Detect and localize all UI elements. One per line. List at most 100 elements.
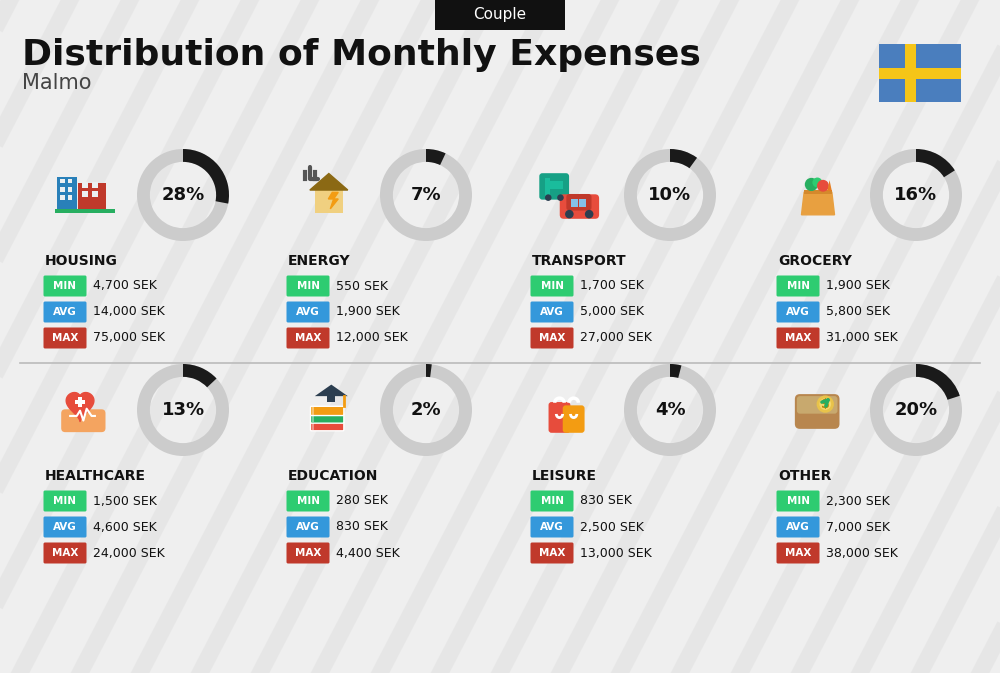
Text: AVG: AVG: [296, 522, 320, 532]
FancyBboxPatch shape: [287, 328, 330, 349]
Wedge shape: [183, 149, 229, 204]
FancyBboxPatch shape: [44, 542, 87, 563]
Text: HOUSING: HOUSING: [45, 254, 118, 268]
Text: Couple: Couple: [473, 7, 527, 22]
Text: 27,000 SEK: 27,000 SEK: [580, 332, 652, 345]
FancyBboxPatch shape: [44, 328, 87, 349]
Bar: [78, 398, 82, 407]
Polygon shape: [315, 384, 348, 396]
Wedge shape: [426, 364, 432, 377]
Text: MIN: MIN: [540, 281, 564, 291]
Bar: [57, 177, 77, 213]
Text: TRANSPORT: TRANSPORT: [532, 254, 627, 268]
Text: EDUCATION: EDUCATION: [288, 469, 378, 483]
Text: 4,600 SEK: 4,600 SEK: [93, 520, 157, 534]
Bar: [804, 190, 832, 194]
Wedge shape: [624, 364, 716, 456]
Text: 1,900 SEK: 1,900 SEK: [826, 279, 890, 293]
Text: AVG: AVG: [786, 522, 810, 532]
FancyBboxPatch shape: [566, 194, 592, 211]
FancyBboxPatch shape: [44, 491, 87, 511]
Bar: [82, 190, 88, 197]
FancyBboxPatch shape: [44, 302, 87, 322]
Text: HEALTHCARE: HEALTHCARE: [45, 469, 146, 483]
Text: MAX: MAX: [52, 333, 78, 343]
Polygon shape: [802, 192, 834, 215]
FancyBboxPatch shape: [795, 394, 840, 429]
Bar: [60, 195, 65, 200]
Circle shape: [545, 194, 552, 201]
Text: 1,500 SEK: 1,500 SEK: [93, 495, 157, 507]
FancyBboxPatch shape: [287, 491, 330, 511]
Bar: [78, 184, 106, 213]
Text: 24,000 SEK: 24,000 SEK: [93, 546, 165, 559]
Text: AVG: AVG: [53, 522, 77, 532]
Text: 4,400 SEK: 4,400 SEK: [336, 546, 400, 559]
FancyBboxPatch shape: [530, 302, 574, 322]
Text: MAX: MAX: [539, 548, 565, 558]
Text: 5,000 SEK: 5,000 SEK: [580, 306, 644, 318]
Circle shape: [557, 194, 564, 201]
FancyBboxPatch shape: [310, 406, 344, 415]
Polygon shape: [827, 180, 832, 191]
Text: 12,000 SEK: 12,000 SEK: [336, 332, 408, 345]
Bar: [315, 190, 343, 213]
Bar: [82, 182, 88, 188]
Text: 10%: 10%: [648, 186, 692, 204]
Text: MAX: MAX: [539, 333, 565, 343]
Wedge shape: [670, 364, 681, 378]
Circle shape: [818, 397, 833, 411]
Text: Distribution of Monthly Expenses: Distribution of Monthly Expenses: [22, 38, 701, 72]
FancyBboxPatch shape: [560, 194, 599, 219]
Text: 13%: 13%: [161, 401, 205, 419]
FancyBboxPatch shape: [776, 275, 820, 297]
Text: 28%: 28%: [161, 186, 205, 204]
FancyBboxPatch shape: [310, 414, 344, 423]
Bar: [68, 179, 72, 184]
FancyBboxPatch shape: [287, 542, 330, 563]
Bar: [879, 67, 961, 79]
FancyBboxPatch shape: [435, 0, 565, 30]
Text: MIN: MIN: [54, 496, 76, 506]
FancyBboxPatch shape: [549, 402, 570, 433]
Text: MIN: MIN: [296, 496, 320, 506]
Bar: [68, 187, 72, 192]
Wedge shape: [137, 149, 229, 241]
Text: LEISURE: LEISURE: [532, 469, 597, 483]
FancyBboxPatch shape: [44, 516, 87, 538]
Wedge shape: [137, 364, 229, 456]
Text: 5,800 SEK: 5,800 SEK: [826, 306, 890, 318]
Wedge shape: [870, 149, 962, 241]
Text: AVG: AVG: [540, 307, 564, 317]
FancyBboxPatch shape: [287, 275, 330, 297]
FancyBboxPatch shape: [530, 275, 574, 297]
FancyBboxPatch shape: [797, 396, 838, 414]
Bar: [327, 395, 335, 402]
Text: 2,300 SEK: 2,300 SEK: [826, 495, 890, 507]
Text: 4%: 4%: [655, 401, 685, 419]
Bar: [312, 423, 314, 430]
Wedge shape: [916, 149, 955, 177]
Text: 830 SEK: 830 SEK: [580, 495, 632, 507]
FancyBboxPatch shape: [530, 516, 574, 538]
Text: 4,700 SEK: 4,700 SEK: [93, 279, 157, 293]
Text: 280 SEK: 280 SEK: [336, 495, 388, 507]
Bar: [68, 195, 72, 200]
Text: 16%: 16%: [894, 186, 938, 204]
Bar: [545, 181, 563, 189]
Text: 20%: 20%: [894, 401, 938, 419]
Text: MAX: MAX: [52, 548, 78, 558]
Wedge shape: [426, 149, 446, 165]
Text: 2%: 2%: [411, 401, 441, 419]
Text: 1,700 SEK: 1,700 SEK: [580, 279, 644, 293]
Polygon shape: [66, 392, 94, 421]
Text: MIN: MIN: [296, 281, 320, 291]
Bar: [312, 415, 314, 422]
Text: 7%: 7%: [411, 186, 441, 204]
Wedge shape: [916, 364, 960, 400]
Bar: [75, 400, 85, 404]
Text: MIN: MIN: [786, 281, 810, 291]
Circle shape: [812, 178, 822, 187]
FancyBboxPatch shape: [776, 491, 820, 511]
Wedge shape: [670, 149, 697, 168]
